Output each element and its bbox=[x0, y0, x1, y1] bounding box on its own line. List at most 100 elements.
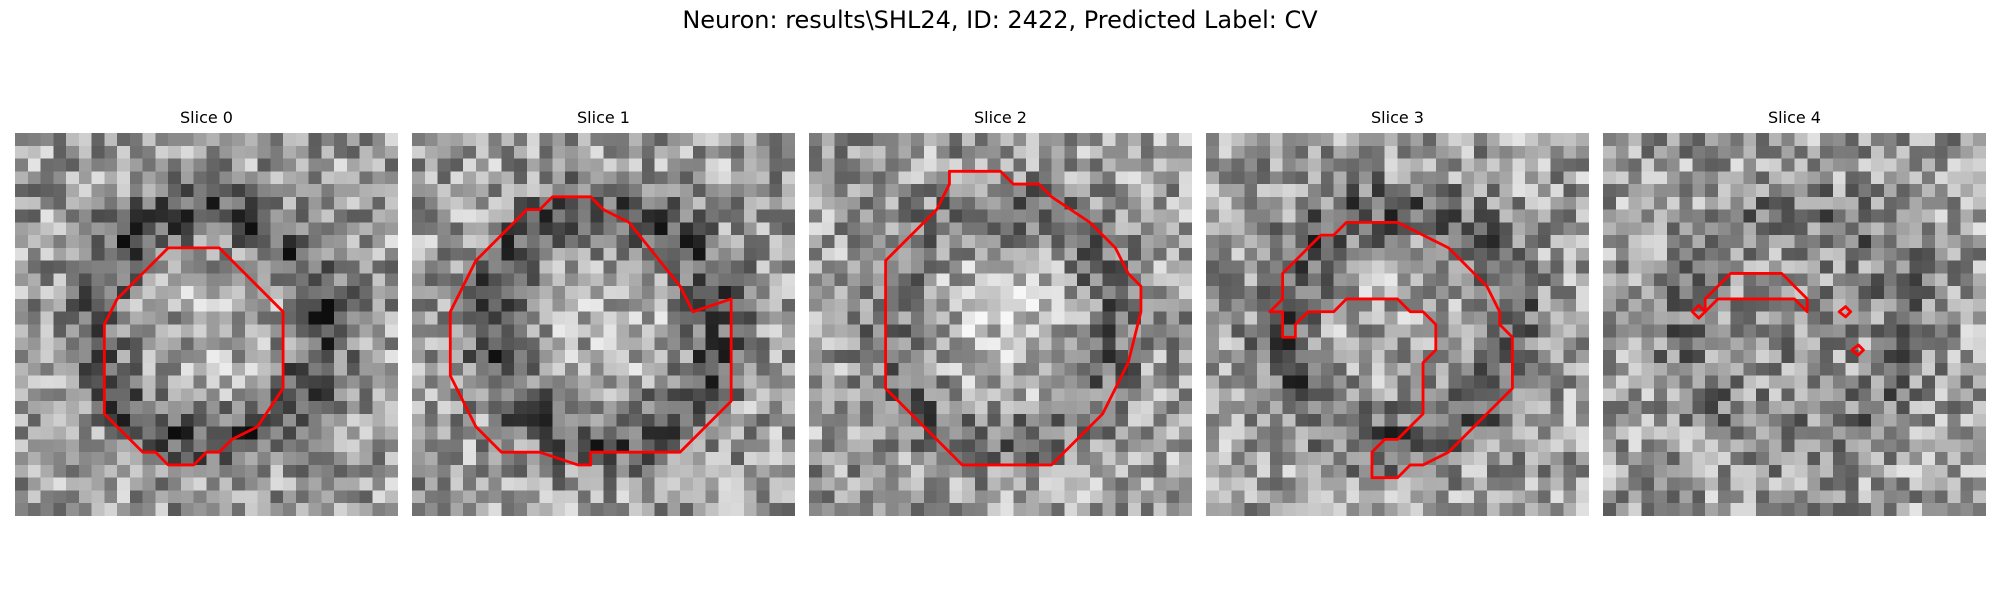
pixel bbox=[1615, 247, 1629, 261]
pixel bbox=[257, 171, 271, 185]
pixel bbox=[667, 311, 681, 325]
pixel bbox=[834, 426, 848, 440]
pixel bbox=[654, 464, 668, 478]
pixel bbox=[629, 145, 643, 159]
pixel bbox=[616, 375, 630, 389]
pixel bbox=[1397, 477, 1411, 491]
pixel bbox=[1666, 133, 1680, 147]
pixel bbox=[1628, 490, 1642, 504]
pixel bbox=[616, 401, 630, 415]
pixel bbox=[412, 490, 426, 504]
pixel bbox=[372, 209, 386, 223]
pixel bbox=[667, 247, 681, 261]
pixel bbox=[641, 362, 655, 376]
pixel bbox=[1934, 133, 1948, 147]
pixel bbox=[1576, 311, 1589, 325]
pixel bbox=[654, 413, 668, 427]
pixel bbox=[885, 298, 899, 312]
pixel bbox=[1410, 362, 1424, 376]
pixel bbox=[1166, 426, 1180, 440]
pixel bbox=[782, 209, 795, 223]
pixel bbox=[1461, 247, 1475, 261]
pixel bbox=[1153, 350, 1167, 364]
pixel bbox=[782, 222, 795, 236]
pixel bbox=[1231, 452, 1245, 466]
pixel bbox=[1794, 503, 1808, 516]
pixel bbox=[385, 196, 398, 210]
pixel bbox=[718, 426, 732, 440]
pixel bbox=[1845, 209, 1859, 223]
pixel bbox=[872, 401, 886, 415]
pixel bbox=[1628, 477, 1642, 491]
pixel bbox=[1654, 362, 1668, 376]
pixel bbox=[1064, 171, 1078, 185]
pixel bbox=[885, 413, 899, 427]
pixel bbox=[1269, 222, 1283, 236]
pixel bbox=[654, 273, 668, 287]
pixel bbox=[1756, 477, 1770, 491]
pixel bbox=[488, 209, 502, 223]
pixel bbox=[987, 286, 1001, 300]
pixel bbox=[372, 247, 386, 261]
pixel bbox=[1282, 413, 1296, 427]
pixel bbox=[769, 401, 783, 415]
pixel bbox=[450, 337, 464, 351]
pixel bbox=[1064, 350, 1078, 364]
pixel bbox=[821, 133, 835, 147]
pixel bbox=[104, 426, 118, 440]
pixel bbox=[1692, 324, 1706, 338]
pixel bbox=[1858, 503, 1872, 516]
pixel bbox=[1628, 426, 1642, 440]
pixel bbox=[1320, 401, 1334, 415]
pixel bbox=[923, 145, 937, 159]
pixel bbox=[565, 362, 579, 376]
pixel bbox=[1013, 401, 1027, 415]
pixel bbox=[1641, 273, 1655, 287]
pixel bbox=[1448, 235, 1462, 249]
pixel bbox=[27, 464, 41, 478]
pixel bbox=[1666, 413, 1680, 427]
pixel bbox=[1013, 235, 1027, 249]
pixel bbox=[104, 452, 118, 466]
pixel bbox=[1807, 273, 1821, 287]
pixel bbox=[860, 426, 874, 440]
pixel bbox=[603, 247, 617, 261]
pixel bbox=[488, 145, 502, 159]
pixel bbox=[91, 375, 105, 389]
pixel bbox=[1089, 503, 1103, 516]
pixel bbox=[1089, 158, 1103, 172]
pixel bbox=[437, 298, 451, 312]
pixel bbox=[1423, 413, 1437, 427]
pixel bbox=[885, 503, 899, 516]
pixel bbox=[1973, 413, 1986, 427]
pixel bbox=[769, 273, 783, 287]
pixel bbox=[718, 133, 732, 147]
pixel bbox=[1820, 490, 1834, 504]
pixel bbox=[1973, 439, 1986, 453]
pixel bbox=[1934, 490, 1948, 504]
pixel bbox=[1206, 171, 1220, 185]
pixel bbox=[680, 324, 694, 338]
pixel bbox=[1730, 222, 1744, 236]
pixel bbox=[1960, 209, 1974, 223]
pixel bbox=[232, 196, 246, 210]
pixel bbox=[1244, 324, 1258, 338]
pixel bbox=[1679, 286, 1693, 300]
pixel bbox=[1858, 426, 1872, 440]
pixel bbox=[27, 362, 41, 376]
pixel bbox=[40, 298, 54, 312]
pixel bbox=[603, 324, 617, 338]
pixel bbox=[821, 311, 835, 325]
pixel bbox=[1896, 133, 1910, 147]
pixel bbox=[1486, 477, 1500, 491]
pixel bbox=[27, 477, 41, 491]
pixel bbox=[1371, 247, 1385, 261]
pixel bbox=[1934, 222, 1948, 236]
pixel bbox=[142, 503, 156, 516]
pixel bbox=[346, 426, 360, 440]
pixel bbox=[244, 209, 258, 223]
pixel bbox=[577, 273, 591, 287]
pixel bbox=[1743, 222, 1757, 236]
pixel bbox=[1397, 260, 1411, 274]
pixel bbox=[1486, 324, 1500, 338]
